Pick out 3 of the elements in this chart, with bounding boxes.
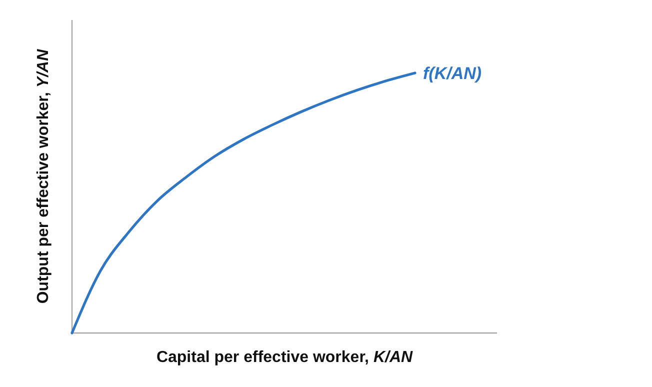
series-label: f(K/AN) — [423, 64, 482, 83]
x-axis-title: Capital per effective worker, K/AN — [156, 349, 413, 366]
y-axis-title: Output per effective worker, Y/AN — [35, 48, 52, 304]
